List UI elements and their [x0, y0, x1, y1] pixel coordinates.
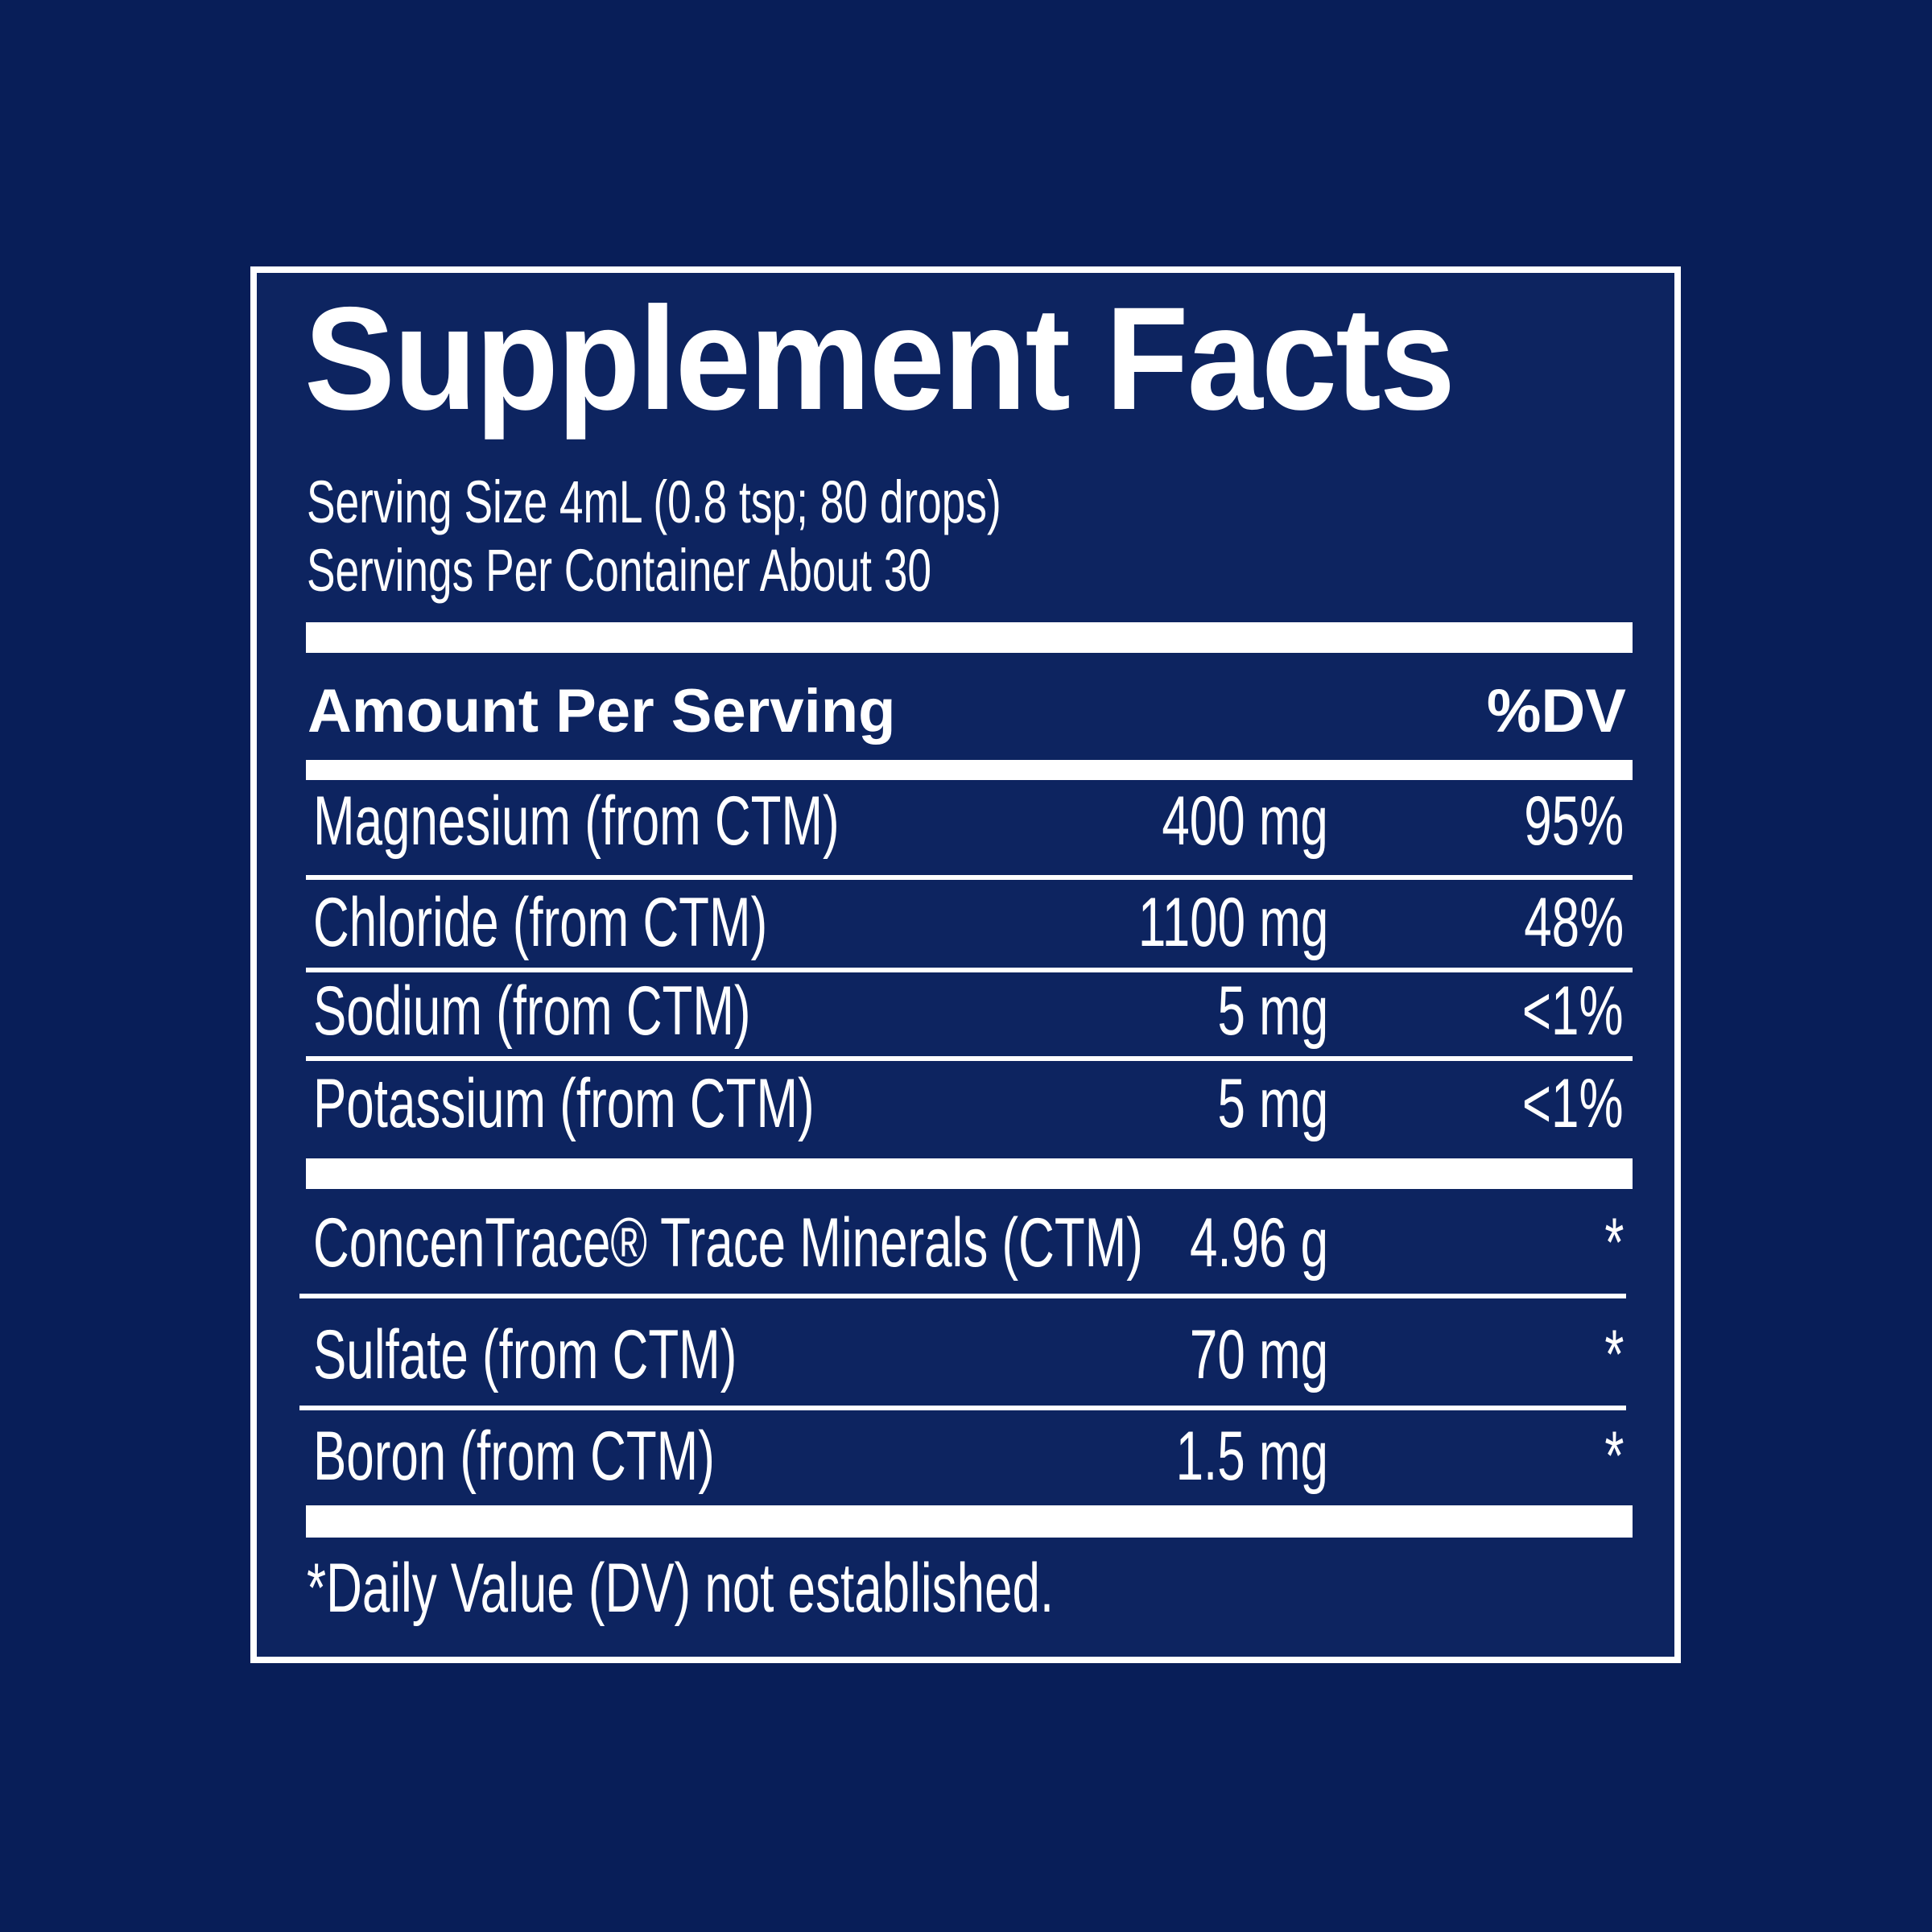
nutrient-amount: 70 mg: [1189, 1316, 1328, 1393]
nutrient-name: Boron (from CTM): [313, 1418, 715, 1495]
dv-header: %DV: [1486, 677, 1626, 745]
servings-per-container: Servings Per Container About 30: [307, 537, 932, 604]
nutrient-dv: <1%: [1522, 1065, 1624, 1142]
nutrient-name: Magnesium (from CTM): [313, 782, 840, 860]
footnote: *Daily Value (DV) not established.: [307, 1550, 1055, 1627]
row-divider: [299, 1294, 1626, 1298]
row-divider: [306, 1056, 1633, 1061]
nutrient-amount: 1100 mg: [1137, 884, 1328, 961]
nutrient-dv: *: [1604, 1418, 1624, 1495]
nutrient-name: Sodium (from CTM): [313, 972, 751, 1050]
nutrient-amount: 5 mg: [1217, 1065, 1328, 1142]
nutrient-dv: 48%: [1524, 884, 1624, 961]
nutrient-dv: *: [1604, 1316, 1624, 1393]
nutrient-amount: 1.5 mg: [1175, 1418, 1328, 1495]
row-divider: [306, 875, 1633, 880]
nutrient-name: Potassium (from CTM): [313, 1065, 815, 1142]
serving-size: Serving Size 4mL (0.8 tsp; 80 drops): [307, 469, 1001, 535]
thick-divider: [306, 622, 1633, 653]
nutrient-dv: <1%: [1522, 972, 1624, 1050]
nutrient-name: ConcenTrace® Trace Minerals (CTM): [313, 1204, 1143, 1282]
nutrient-amount: 400 mg: [1162, 782, 1328, 860]
medium-divider: [306, 760, 1633, 780]
nutrient-dv: *: [1604, 1204, 1624, 1282]
supplement-facts-panel: [250, 266, 1681, 1663]
amount-per-serving-header: Amount Per Serving: [308, 677, 896, 745]
nutrient-name: Chloride (from CTM): [313, 884, 768, 961]
page-title: Supplement Facts: [304, 276, 1455, 440]
row-divider: [306, 968, 1633, 972]
nutrient-amount: 4.96 g: [1189, 1204, 1328, 1282]
nutrient-dv: 95%: [1524, 782, 1624, 860]
nutrient-amount: 5 mg: [1217, 972, 1328, 1050]
row-divider: [299, 1406, 1626, 1410]
nutrient-name: Sulfate (from CTM): [313, 1316, 737, 1393]
thick-divider: [306, 1505, 1633, 1538]
thick-divider: [306, 1158, 1633, 1189]
